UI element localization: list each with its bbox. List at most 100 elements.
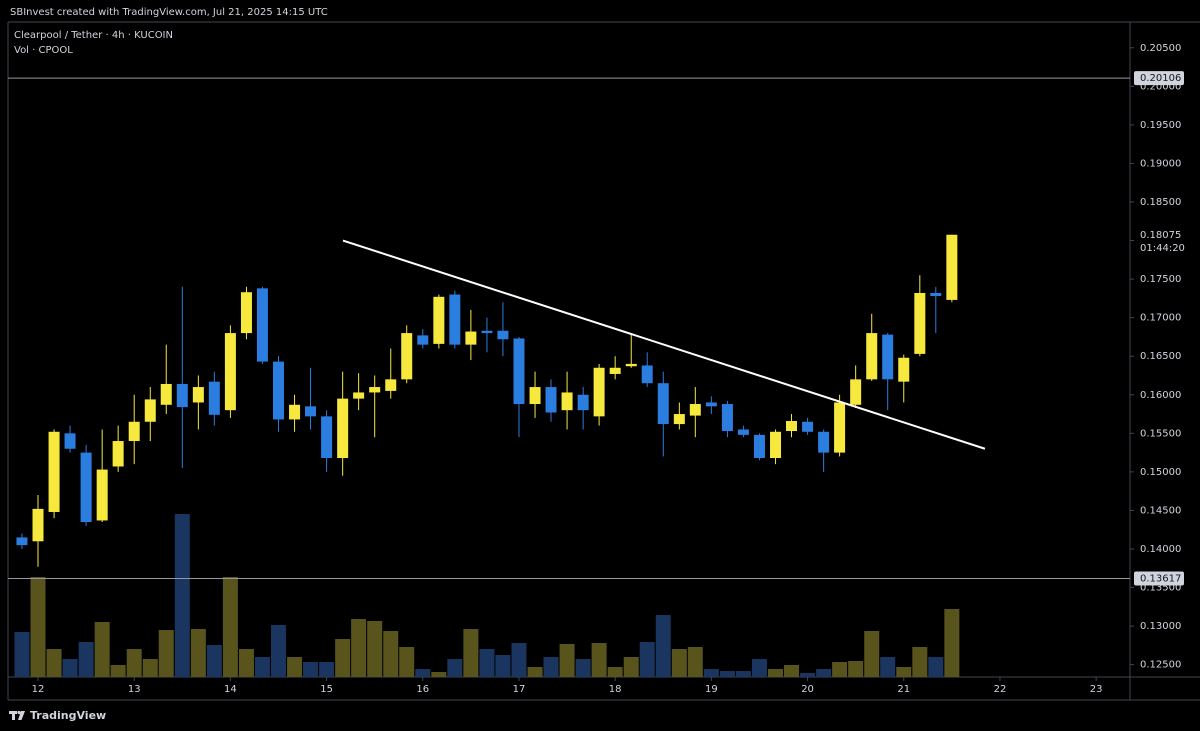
volume-bar xyxy=(351,619,367,677)
logo-part xyxy=(18,711,25,720)
candle-body xyxy=(192,387,204,403)
volume-bar xyxy=(671,649,687,677)
x-tick-label: 22 xyxy=(994,684,1007,695)
candle-body xyxy=(305,406,317,417)
volume-bar xyxy=(768,669,784,677)
credit: SBInvest created with TradingView.com, J… xyxy=(10,7,328,18)
candle-body xyxy=(529,387,541,405)
y-tick-label: 0.19500 xyxy=(1140,120,1181,131)
volume-bar xyxy=(287,657,303,677)
volume-bar xyxy=(880,657,896,677)
candle-body xyxy=(834,402,846,453)
y-tick-label: 0.20000 xyxy=(1140,81,1181,92)
volume-bar xyxy=(319,662,335,677)
x-tick-label: 17 xyxy=(513,684,526,695)
y-tick-label: 0.20500 xyxy=(1140,43,1181,54)
chart-title: Clearpool / Tether · 4h · KUCOIN xyxy=(14,30,173,41)
candle-body xyxy=(866,333,878,380)
volume-bar xyxy=(816,669,832,677)
volume-bar xyxy=(655,615,671,677)
candle-body xyxy=(256,288,268,362)
candle-body xyxy=(321,416,333,458)
candle-body xyxy=(96,469,108,521)
volume-bar xyxy=(254,657,270,677)
logo xyxy=(9,710,25,720)
volume-bar xyxy=(46,649,62,677)
volume-bar xyxy=(735,671,751,677)
volume-bar xyxy=(928,657,944,677)
y-tick-label: 0.14000 xyxy=(1140,544,1181,555)
volume-bar xyxy=(222,577,238,677)
volume-bar xyxy=(864,631,880,677)
candle-body xyxy=(337,398,349,458)
candle-body xyxy=(160,383,172,405)
candle-body xyxy=(625,363,637,367)
volume-bar xyxy=(367,621,383,677)
volume-bar xyxy=(383,631,399,677)
volume-bar xyxy=(832,662,848,677)
candle-body xyxy=(176,383,188,408)
x-tick-label: 20 xyxy=(801,684,814,695)
candle-body xyxy=(850,379,862,405)
volume-bar xyxy=(270,625,286,677)
volume-bar xyxy=(158,630,174,677)
y-tick-label: 0.18500 xyxy=(1140,197,1181,208)
volume-bar xyxy=(415,669,431,677)
candle-body xyxy=(433,296,445,344)
volume-bar xyxy=(639,642,655,677)
volume-bar xyxy=(783,665,799,677)
volume-bar xyxy=(335,639,351,677)
candle-body xyxy=(353,392,365,399)
x-tick-label: 13 xyxy=(128,684,141,695)
volume-bar xyxy=(303,662,319,677)
candle-body xyxy=(561,392,573,411)
candle-body xyxy=(513,338,525,405)
candle-body xyxy=(240,292,252,334)
y-tick-label: 0.14500 xyxy=(1140,505,1181,516)
volume-bar xyxy=(142,659,158,677)
last-price-label: 0.18075 xyxy=(1140,230,1181,241)
y-tick-label: 0.16000 xyxy=(1140,390,1181,401)
volume-bar xyxy=(912,647,928,677)
y-tick-label: 0.19000 xyxy=(1140,158,1181,169)
volume-bar xyxy=(944,609,960,677)
candle-body xyxy=(930,292,942,297)
candle-body xyxy=(16,537,28,546)
y-tick-label: 0.15500 xyxy=(1140,428,1181,439)
price-label-box xyxy=(1134,71,1184,86)
candle-body xyxy=(385,379,397,391)
volume-bar xyxy=(719,671,735,677)
volume-bar xyxy=(848,661,864,677)
candle-body xyxy=(32,508,44,542)
countdown: 01:44:20 xyxy=(1140,243,1185,254)
y-tick-label: 0.16500 xyxy=(1140,351,1181,362)
y-tick-label: 0.17500 xyxy=(1140,274,1181,285)
volume-bar xyxy=(559,644,575,677)
x-tick-label: 21 xyxy=(897,684,910,695)
logo-part xyxy=(12,711,15,720)
volume-bar xyxy=(463,629,479,677)
x-tick-label: 15 xyxy=(320,684,333,695)
x-tick-label: 12 xyxy=(32,684,45,695)
volume-bar xyxy=(94,622,110,677)
volume-bar xyxy=(703,669,719,677)
volume-bar xyxy=(399,647,415,677)
volume-bar xyxy=(543,657,559,677)
x-tick-label: 16 xyxy=(416,684,429,695)
volume-bar xyxy=(575,659,591,677)
volume-bar xyxy=(30,577,46,677)
candle-body xyxy=(705,402,717,407)
candle-body xyxy=(401,333,413,380)
candle-body xyxy=(770,431,782,458)
candle-body xyxy=(272,361,284,420)
candle-body xyxy=(721,404,733,432)
candle-body xyxy=(497,330,509,340)
x-tick-label: 23 xyxy=(1090,684,1103,695)
x-tick-label: 19 xyxy=(705,684,718,695)
price-label: 0.13617 xyxy=(1140,574,1181,585)
volume-bar xyxy=(447,659,463,677)
volume-bar xyxy=(800,673,816,677)
last-price-box xyxy=(1134,226,1194,253)
